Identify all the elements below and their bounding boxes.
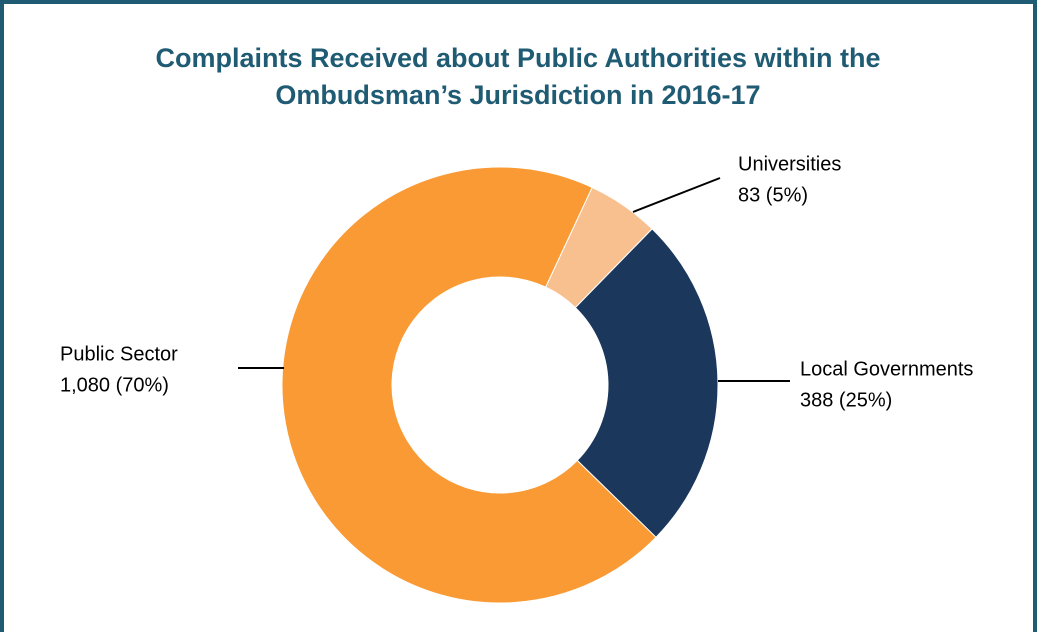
- donut-slice: [281, 166, 657, 604]
- value-label: 83 (5%): [738, 184, 808, 206]
- category-label: Universities: [738, 153, 841, 175]
- chart-title: Complaints Received about Public Authori…: [155, 43, 880, 73]
- value-label: 1,080 (70%): [60, 374, 169, 396]
- value-label: 388 (25%): [800, 389, 892, 411]
- category-label: Public Sector: [60, 343, 178, 365]
- category-label: Local Governments: [800, 358, 973, 380]
- donut-slice: [574, 228, 719, 539]
- chart-title: Ombudsman’s Jurisdiction in 2016-17: [275, 80, 760, 110]
- leader-line: [632, 177, 721, 213]
